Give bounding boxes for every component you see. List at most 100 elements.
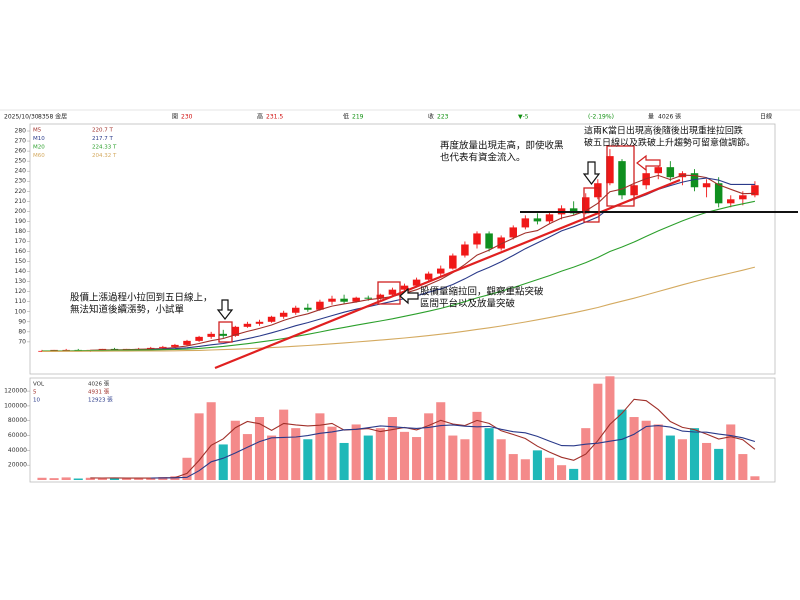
candle-body: [509, 227, 517, 238]
header-item: 低: [343, 113, 349, 121]
candle-body: [171, 344, 179, 347]
candle-body: [316, 301, 324, 310]
volume-bar: [315, 413, 325, 480]
volume-bar: [158, 477, 168, 480]
header-item: 2025/10/30: [4, 114, 39, 121]
y-tick-label: 70: [18, 338, 26, 345]
candle-body: [255, 321, 264, 324]
volume-bar: [194, 413, 204, 480]
candle-body: [618, 161, 626, 196]
volume-bar: [109, 477, 120, 480]
volume-bar: [387, 417, 397, 480]
header-item: 4026 張: [658, 114, 681, 121]
volume-bar: [399, 431, 410, 480]
volume-bar: [641, 420, 651, 480]
y-tick-label: 20000: [8, 462, 27, 469]
header-item: 收: [428, 113, 434, 121]
volume-bar: [750, 476, 760, 480]
header-item: 量: [648, 114, 654, 121]
volume-bar: [726, 424, 736, 480]
legend-name: M10: [33, 136, 45, 142]
candle-body: [219, 333, 227, 336]
y-tick-label: 210: [15, 198, 27, 205]
candle-body: [533, 218, 542, 222]
annotation: 無法知道後續漲勢，小試單: [70, 304, 184, 316]
volume-bar: [206, 402, 216, 480]
volume-bar: [122, 478, 132, 480]
candle-body: [352, 297, 360, 302]
legend-value: 4026 張: [88, 381, 110, 388]
labels: 2025/10/30 8358 金居開 230 高 231.5 低 219 收 223 ▼-5 (-…: [4, 113, 772, 469]
y-tick-label: 190: [15, 218, 27, 225]
candle-body: [388, 289, 397, 295]
candle-body: [497, 237, 505, 249]
volume-bar: [714, 448, 724, 480]
volume-bar: [146, 477, 156, 480]
volume-bar: [593, 383, 603, 480]
candle-body: [292, 307, 300, 313]
candle-body: [267, 316, 276, 322]
volume-bar: [85, 477, 95, 480]
header-item: 開: [172, 114, 178, 121]
header-item: 231.5: [266, 114, 283, 121]
volume-bar: [424, 413, 434, 480]
y-tick-label: 120000: [4, 388, 27, 395]
arrow: [216, 299, 234, 320]
header-item: ▼-5: [518, 114, 529, 121]
volume-bar: [97, 478, 107, 480]
y-tick-label: 240: [15, 168, 27, 175]
volume-bar: [629, 417, 639, 480]
candle-body: [449, 255, 457, 269]
y-tick-label: 220: [15, 188, 27, 195]
volume-bar: [448, 435, 458, 480]
y-tick-label: 100000: [4, 402, 27, 409]
candle-body: [62, 349, 70, 351]
highlight-box: [583, 187, 600, 223]
annotation: 破五日線以及跌破上升趨勢可留意做調節。: [584, 137, 755, 149]
annotation: 也代表有資金流入。: [440, 152, 526, 164]
annotation: 區間平台以及放量突破: [420, 298, 516, 310]
header-item: 高: [257, 113, 263, 121]
volume-bar: [242, 434, 252, 480]
volume-bar: [472, 411, 482, 480]
legend-value: 217.7 T: [92, 136, 113, 142]
volume-bar: [520, 459, 530, 480]
legend-name: VOL: [33, 382, 45, 388]
volume-bar: [218, 444, 228, 480]
candle-body: [437, 268, 445, 274]
y-tick-label: 110: [15, 298, 27, 305]
candle-body: [159, 346, 167, 348]
volume-bar: [484, 428, 494, 480]
volume-bar: [569, 468, 579, 480]
volume-bar: [182, 457, 192, 480]
candle-body: [183, 340, 191, 345]
volume-bar: [339, 442, 349, 480]
volume-bar: [412, 437, 422, 480]
candle-body: [739, 195, 747, 200]
legend-value: 4931 張: [88, 389, 110, 396]
volume-bar: [375, 428, 385, 480]
arrow: [636, 154, 661, 172]
y-tick-label: 250: [15, 158, 27, 165]
candle-body: [340, 298, 348, 302]
volume-bar: [557, 465, 567, 480]
y-tick-label: 140: [15, 268, 27, 275]
candle-body: [582, 197, 590, 214]
y-tick-label: 100: [15, 308, 27, 315]
marks: [37, 149, 760, 480]
ma-line: [42, 200, 756, 352]
candle-body: [751, 185, 759, 196]
candle-body: [714, 183, 723, 204]
candle-body: [727, 199, 735, 204]
volume-bar: [37, 477, 47, 480]
volume-bar: [605, 376, 615, 480]
candle-body: [654, 167, 662, 174]
legend-name: M20: [33, 145, 45, 151]
header-item: 日線: [760, 113, 772, 121]
volume-bar: [460, 439, 470, 480]
ma-line: [42, 266, 756, 352]
volume-bar: [267, 435, 277, 480]
arrow: [582, 161, 601, 185]
candle-body: [666, 167, 675, 178]
